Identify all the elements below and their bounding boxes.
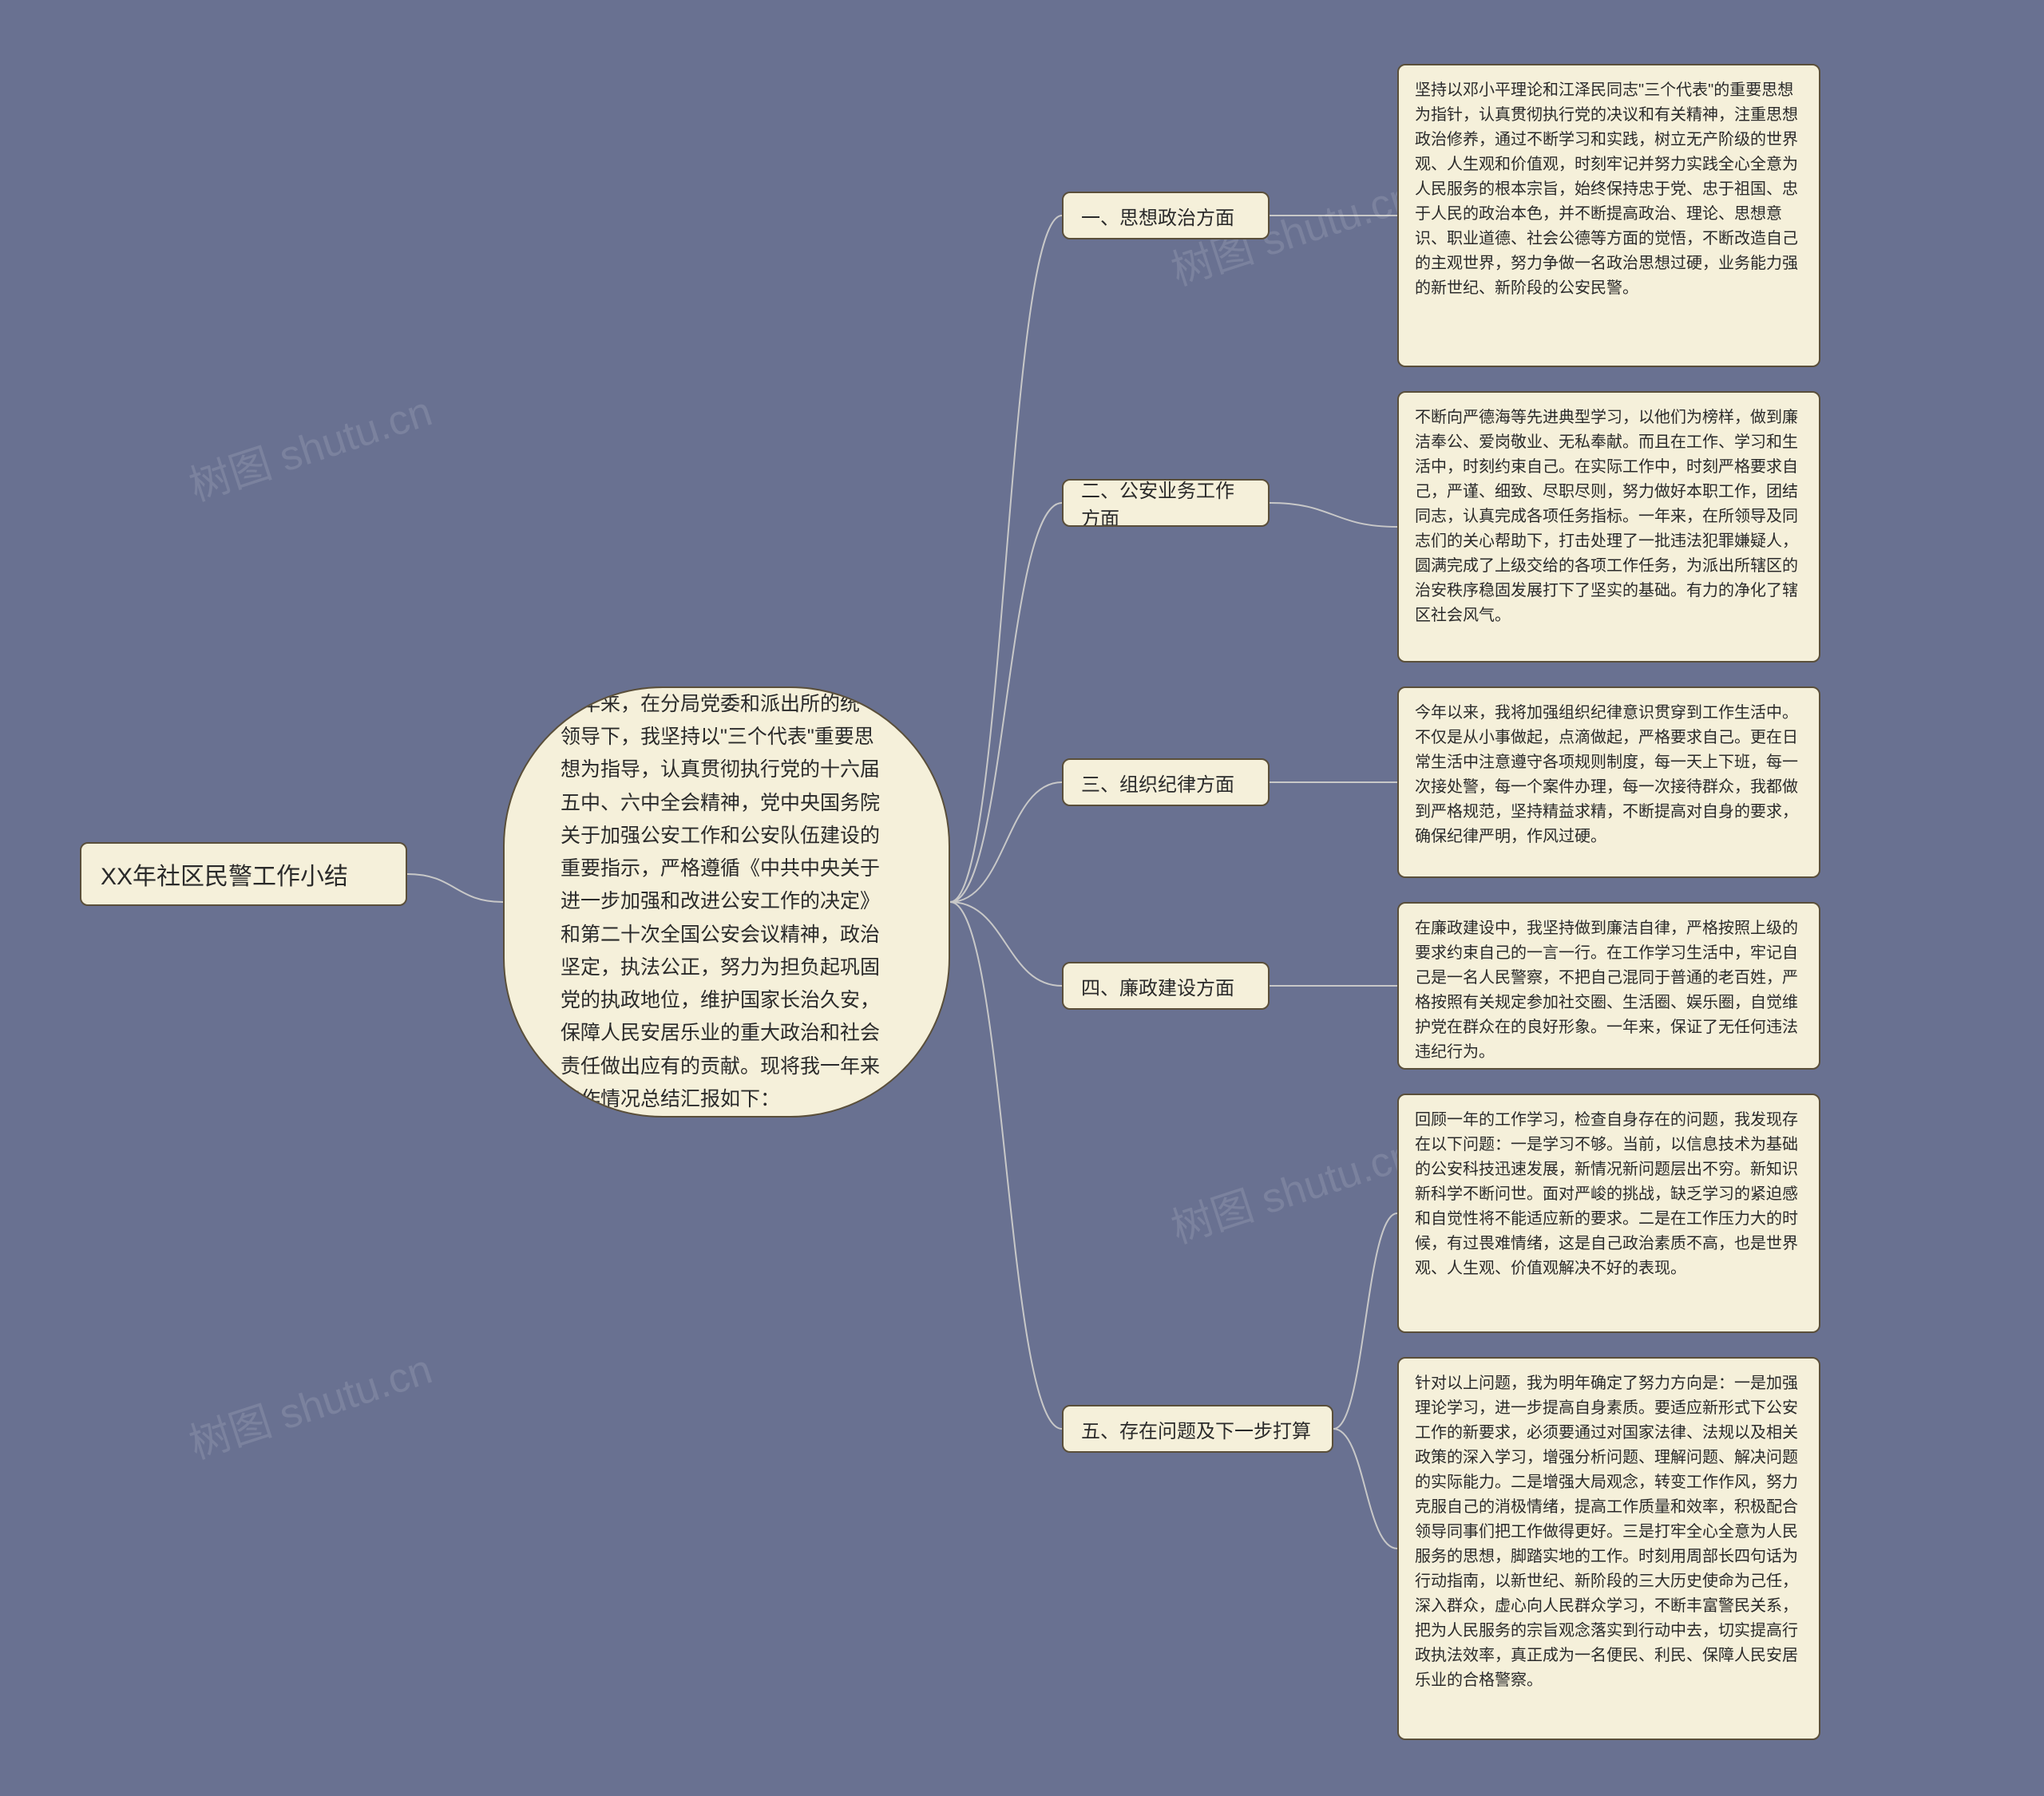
detail-2: 不断向严德海等先进典型学习，以他们为榜样，做到廉洁奉公、爱岗敬业、无私奉献。而且… [1397,391,1820,663]
detail-5b: 针对以上问题，我为明年确定了努力方向是：一是加强理论学习，进一步提高自身素质。要… [1397,1357,1820,1740]
watermark: 树图 shutu.cn [1163,1120,1420,1255]
root-node: XX年社区民警工作小结 [80,842,407,906]
section-1: 一、思想政治方面 [1062,192,1270,239]
section-5-label: 五、存在问题及下一步打算 [1081,1415,1311,1443]
section-3: 三、组织纪律方面 [1062,758,1270,806]
section-1-label: 一、思想政治方面 [1081,202,1234,230]
intro-text: 一年来，在分局党委和派出所的统一领导下，我坚持以"三个代表"重要思想为指导，认真… [561,688,893,1116]
section-4: 四、廉政建设方面 [1062,962,1270,1010]
watermark: 树图 shutu.cn [180,378,438,512]
detail-4-text: 在廉政建设中，我坚持做到廉洁自律，严格按照上级的要求约束自己的一言一行。在工作学… [1415,920,1798,1061]
detail-5a: 回顾一年的工作学习，检查自身存在的问题，我发现存在以下问题：一是学习不够。当前，… [1397,1094,1820,1333]
detail-1-text: 坚持以邓小平理论和江泽民同志"三个代表"的重要思想为指针，认真贯彻执行党的决议和… [1415,81,1798,297]
detail-3-text: 今年以来，我将加强组织纪律意识贯穿到工作生活中。不仅是从小事做起，点滴做起，严格… [1415,704,1798,845]
detail-4: 在廉政建设中，我坚持做到廉洁自律，严格按照上级的要求约束自己的一言一行。在工作学… [1397,902,1820,1070]
root-label: XX年社区民警工作小结 [101,856,348,892]
detail-5b-text: 针对以上问题，我为明年确定了努力方向是：一是加强理论学习，进一步提高自身素质。要… [1415,1375,1798,1689]
detail-5a-text: 回顾一年的工作学习，检查自身存在的问题，我发现存在以下问题：一是学习不够。当前，… [1415,1111,1798,1277]
section-4-label: 四、廉政建设方面 [1081,972,1234,1000]
detail-1: 坚持以邓小平理论和江泽民同志"三个代表"的重要思想为指针，认真贯彻执行党的决议和… [1397,64,1820,367]
detail-2-text: 不断向严德海等先进典型学习，以他们为榜样，做到廉洁奉公、爱岗敬业、无私奉献。而且… [1415,409,1798,624]
watermark: 树图 shutu.cn [180,1335,438,1470]
section-2-label: 二、公安业务工作方面 [1081,479,1250,527]
intro-node: 一年来，在分局党委和派出所的统一领导下，我坚持以"三个代表"重要思想为指导，认真… [503,686,950,1118]
section-5: 五、存在问题及下一步打算 [1062,1405,1333,1453]
section-2: 二、公安业务工作方面 [1062,479,1270,527]
section-3-label: 三、组织纪律方面 [1081,769,1234,797]
detail-3: 今年以来，我将加强组织纪律意识贯穿到工作生活中。不仅是从小事做起，点滴做起，严格… [1397,686,1820,878]
